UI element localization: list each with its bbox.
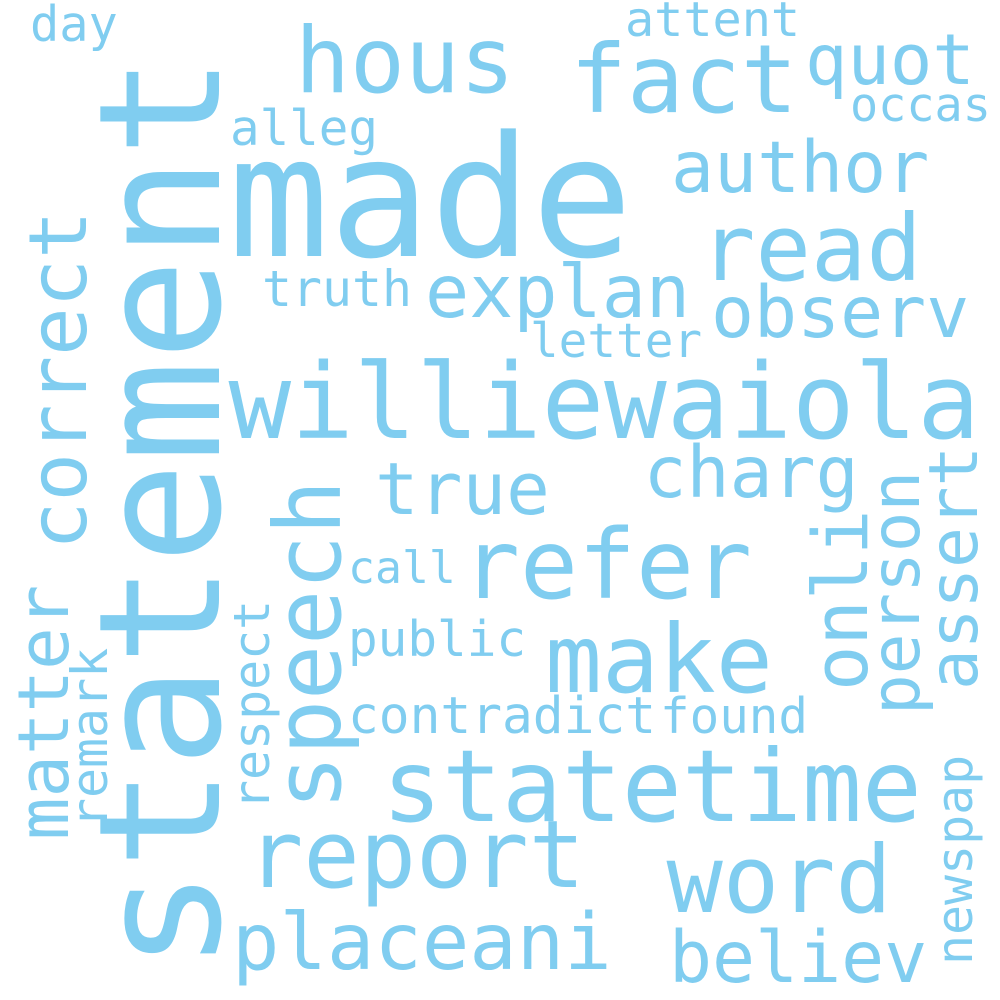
word-believ: believ [669,915,928,999]
word-call: call [348,540,456,594]
word-alleg: alleg [230,98,378,157]
word-attent: attent [625,0,801,48]
word-read: read [700,195,922,302]
word-make: make [545,604,773,715]
word-explan: explan [425,249,691,335]
word-correct: correct [11,210,106,550]
word-occas: occas [850,78,991,133]
word-remark: remark [61,647,119,828]
word-hous: hous [295,6,515,114]
word-truth: truth [262,260,412,318]
word-letter: letter [530,314,703,369]
word-day: day [30,0,118,53]
word-williewaiola: williewaiola [228,341,980,463]
word-public: public [348,609,527,668]
word-contradict: contradict [348,686,656,746]
word-found: found [660,686,808,745]
word-statetime: statetime [382,730,922,845]
word-refer: refer [462,509,752,621]
word-author: author [671,125,930,209]
word-true: true [375,447,550,532]
word-fact: fact [570,24,798,135]
word-newspap: newspap [926,754,984,965]
word-report: report [247,801,586,910]
word-word: word [666,826,892,935]
word-assert: assert [914,445,993,690]
word-placeani: placeani [232,896,612,988]
word-respect: respect [223,599,281,810]
word-charg: charg [643,430,859,514]
word-quot: quot [805,18,975,101]
word-made: made [228,100,633,296]
word-observ: observ [711,270,970,354]
